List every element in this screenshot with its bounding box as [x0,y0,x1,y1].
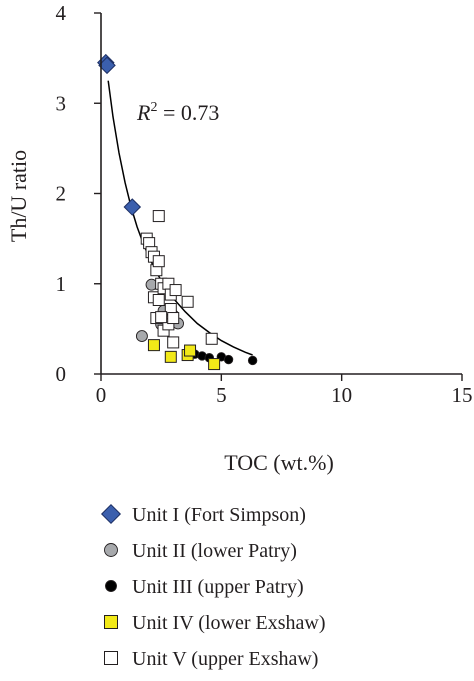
data-point [169,284,182,297]
data-points-layer [97,53,258,371]
data-point [167,312,180,325]
x-tick-label: 15 [452,383,473,407]
y-tick-label: 0 [56,362,67,386]
x-tick-label: 5 [216,383,227,407]
data-point [155,311,168,324]
legend-marker [104,651,118,665]
data-point [152,255,165,268]
x-tick-label: 0 [96,383,107,407]
data-point [247,355,258,366]
axes: 0 5 10 15 0 1 2 3 4 [56,1,473,407]
data-point [167,336,180,349]
legend-label: Unit V (upper Exshaw) [132,648,318,670]
legend-entry: Unit I (Fort Simpson) [100,503,306,526]
legend-label: Unit II (lower Patry) [132,540,297,562]
x-tick-label: 10 [331,383,352,407]
r-squared-superscript: 2 [150,100,157,115]
data-point [135,330,148,343]
data-point [147,339,160,352]
series-1 [97,53,142,216]
y-axis-title: Th/U ratio [6,150,31,242]
r-squared-annotation: R2 = 0.73 [136,100,219,125]
legend-entry: Unit III (upper Patry) [105,576,304,598]
legend-marker [104,543,118,557]
data-point [152,293,165,306]
r-squared-symbol: R [136,100,151,125]
y-tick-label: 2 [56,182,67,206]
legend-label: Unit I (Fort Simpson) [132,504,306,526]
legend-marker [100,503,122,525]
r-squared-value: = 0.73 [157,100,219,125]
data-point [184,344,197,357]
legend: Unit I (Fort Simpson) Unit II (lower Patr… [100,503,325,670]
x-axis-title: TOC (wt.%) [224,450,334,475]
data-point [181,295,194,308]
series-5 [140,210,218,349]
legend-entry: Unit V (upper Exshaw) [104,648,318,670]
legend-entry: Unit IV (lower Exshaw) [104,612,325,634]
legend-entry: Unit II (lower Patry) [104,540,297,562]
legend-label: Unit IV (lower Exshaw) [132,612,325,634]
data-point [123,198,142,216]
legend-marker [105,580,117,592]
data-point [152,210,165,223]
y-tick-label: 3 [56,91,67,115]
y-tick-label: 1 [56,272,67,296]
legend-marker [104,615,118,629]
data-point [164,350,177,363]
data-point [208,358,221,371]
data-point [223,354,234,365]
series-4 [147,339,221,371]
y-tick-label: 4 [56,1,67,25]
data-point [205,332,218,345]
legend-label: Unit III (upper Patry) [132,576,304,598]
